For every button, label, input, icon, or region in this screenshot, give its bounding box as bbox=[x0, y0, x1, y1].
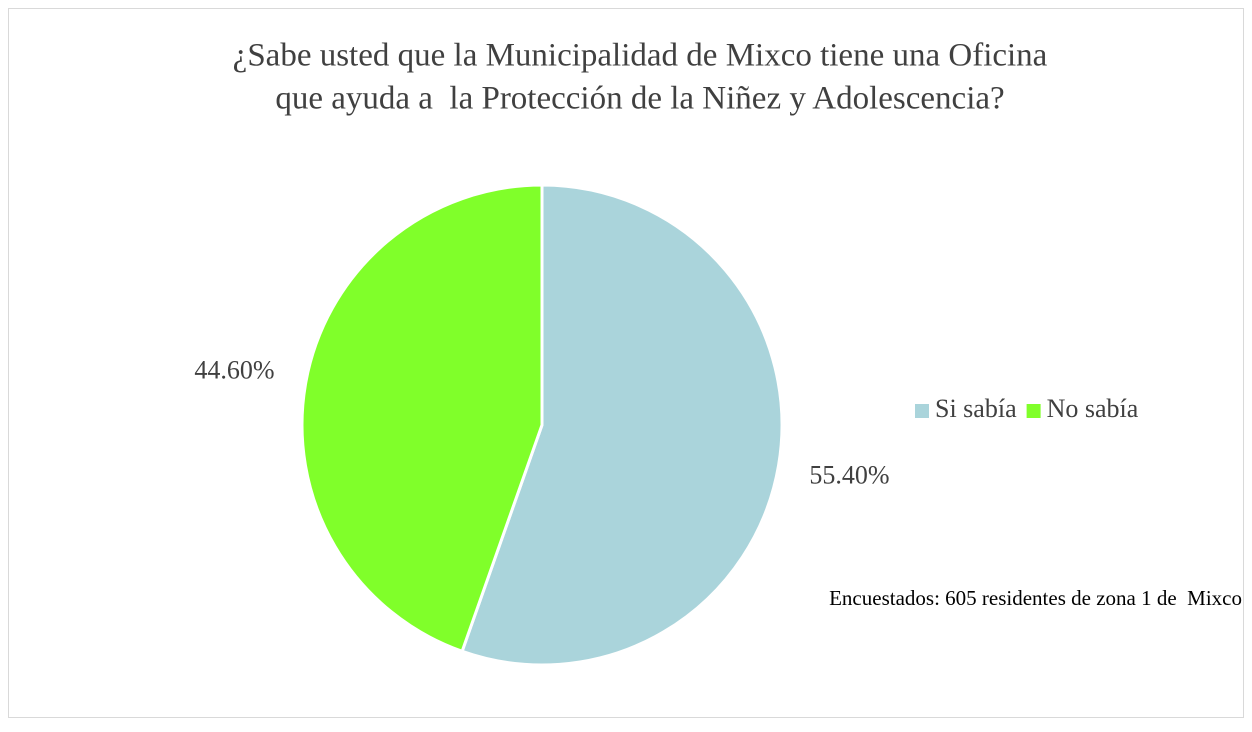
chart-title: que ayuda a la Protección de la Niñez y … bbox=[275, 81, 1004, 117]
data-label: 44.60% bbox=[194, 355, 274, 384]
data-label: 55.40% bbox=[809, 461, 889, 490]
legend-swatch bbox=[915, 404, 929, 418]
legend-label: Si sabía bbox=[935, 394, 1017, 423]
chart-title: ¿Sabe usted que la Municipalidad de Mixc… bbox=[233, 38, 1048, 74]
legend-swatch bbox=[1026, 404, 1041, 418]
legend-label: No sabía bbox=[1047, 394, 1139, 423]
annotation: Encuestados: 605 residentes de zona 1 de… bbox=[829, 586, 1242, 610]
pie-slice bbox=[300, 183, 544, 654]
